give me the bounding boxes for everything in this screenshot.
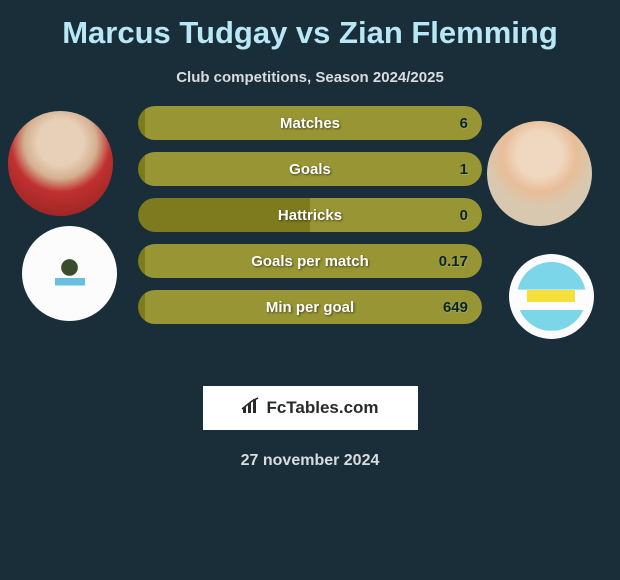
club-badge-right [509, 254, 594, 339]
stat-value-right: 649 [443, 299, 468, 316]
stat-value-right: 0 [460, 207, 468, 224]
brand-label: FcTables.com [266, 398, 378, 418]
page-title: Marcus Tudgay vs Zian Flemming [0, 15, 620, 51]
brand-chart-icon [241, 397, 261, 420]
subtitle: Club competitions, Season 2024/2025 [0, 69, 620, 86]
stats-list: Matches6Goals1Hattricks0Goals per match0… [138, 106, 482, 336]
player-avatar-right [487, 121, 592, 226]
stat-label: Goals per match [138, 253, 482, 270]
stat-row: Matches6 [138, 106, 482, 140]
club-badge-left [22, 226, 117, 321]
stat-value-right: 6 [460, 115, 468, 132]
player-avatar-left [8, 111, 113, 216]
stat-label: Min per goal [138, 299, 482, 316]
stat-label: Goals [138, 161, 482, 178]
brand-box: FcTables.com [203, 386, 418, 430]
stat-value-right: 1 [460, 161, 468, 178]
date-label: 27 november 2024 [0, 452, 620, 470]
stat-row: Goals per match0.17 [138, 244, 482, 278]
stat-label: Hattricks [138, 207, 482, 224]
stat-label: Matches [138, 115, 482, 132]
stat-value-right: 0.17 [439, 253, 468, 270]
stat-row: Goals1 [138, 152, 482, 186]
stat-row: Min per goal649 [138, 290, 482, 324]
comparison-arena: Matches6Goals1Hattricks0Goals per match0… [0, 116, 620, 366]
stat-row: Hattricks0 [138, 198, 482, 232]
